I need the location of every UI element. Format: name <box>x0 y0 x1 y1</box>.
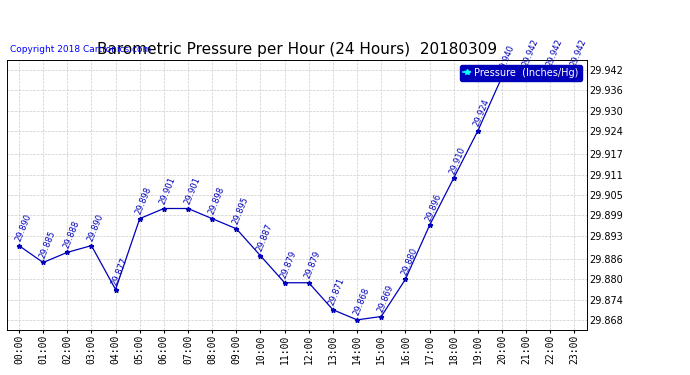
Text: 29.942: 29.942 <box>544 37 564 68</box>
Text: 29.879: 29.879 <box>303 250 322 280</box>
Text: 29.877: 29.877 <box>110 256 129 287</box>
Text: 29.890: 29.890 <box>86 213 105 243</box>
Text: Copyright 2018 Cartronics.com: Copyright 2018 Cartronics.com <box>10 45 152 54</box>
Text: 29.898: 29.898 <box>206 186 226 216</box>
Text: 29.898: 29.898 <box>134 186 153 216</box>
Text: 29.868: 29.868 <box>351 286 371 317</box>
Text: 29.879: 29.879 <box>279 250 298 280</box>
Legend: Pressure  (Inches/Hg): Pressure (Inches/Hg) <box>460 65 582 81</box>
Text: 29.901: 29.901 <box>182 176 201 206</box>
Text: 29.887: 29.887 <box>255 222 274 253</box>
Text: 29.896: 29.896 <box>424 192 443 223</box>
Text: 29.910: 29.910 <box>448 145 467 176</box>
Text: 29.869: 29.869 <box>375 284 395 314</box>
Text: 29.940: 29.940 <box>496 44 515 74</box>
Text: 29.880: 29.880 <box>400 246 419 277</box>
Text: 29.895: 29.895 <box>230 196 250 226</box>
Text: 29.888: 29.888 <box>61 219 81 250</box>
Text: 29.942: 29.942 <box>569 37 588 68</box>
Text: 29.885: 29.885 <box>37 230 57 260</box>
Text: 29.901: 29.901 <box>158 176 177 206</box>
Text: 29.871: 29.871 <box>327 277 346 307</box>
Text: 29.942: 29.942 <box>520 37 540 68</box>
Text: 29.924: 29.924 <box>472 98 491 128</box>
Text: 29.890: 29.890 <box>13 213 32 243</box>
Title: Barometric Pressure per Hour (24 Hours)  20180309: Barometric Pressure per Hour (24 Hours) … <box>97 42 497 57</box>
